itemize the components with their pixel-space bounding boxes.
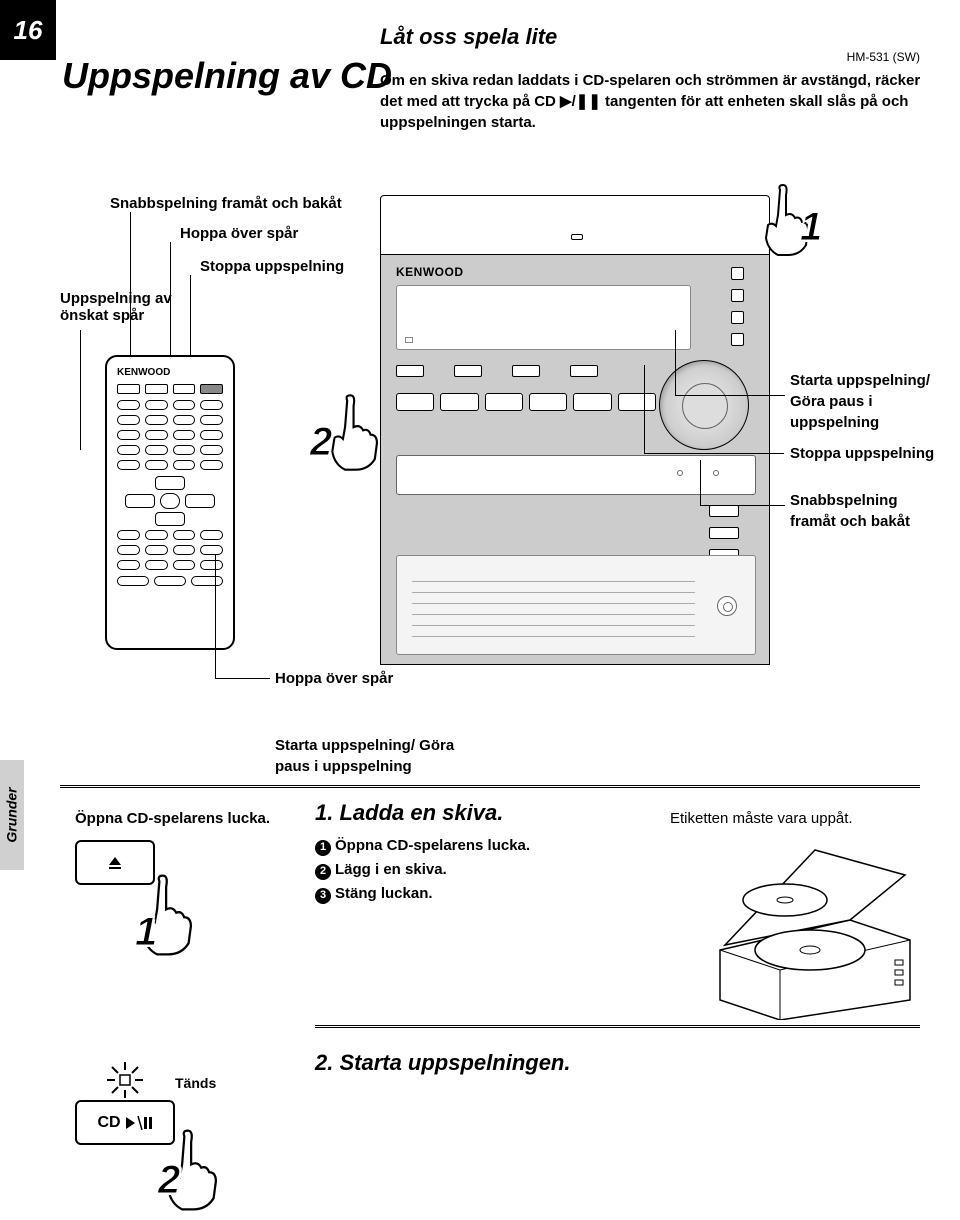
section-title: Låt oss spela lite <box>380 24 557 50</box>
callout-snabb-top: Snabbspelning framåt och bakåt <box>110 195 342 212</box>
play-pause-icon <box>125 1116 153 1130</box>
leader-line <box>675 330 676 395</box>
tands-label: Tänds <box>175 1075 216 1091</box>
leader-line <box>700 505 785 506</box>
stereo-illustration: KENWOOD <box>380 195 770 665</box>
step-2-block: 2. Starta uppspelningen. <box>315 1050 570 1084</box>
leader-line <box>80 330 81 450</box>
main-title: Uppspelning av CD <box>62 55 392 97</box>
section-tab-label: Grunder <box>4 787 20 842</box>
tape-indicator-dots <box>677 470 719 476</box>
leader-line <box>675 395 785 396</box>
intro-text: Om en skiva redan laddats i CD-spelaren … <box>380 70 925 133</box>
cd-tray-illustration <box>700 830 920 1020</box>
callout-starta-bottom: Starta uppspelning/ Göra paus i uppspeln… <box>275 735 455 777</box>
step-2-title: 2. Starta uppspelningen. <box>315 1050 570 1076</box>
separator-line <box>60 785 920 788</box>
right-button-column <box>731 267 744 346</box>
step-1-sub: 1Öppna CD-spelarens lucka. 2Lägg i en sk… <box>315 834 655 906</box>
stereo-body: KENWOOD <box>380 255 770 665</box>
step1-b3: Stäng luckan. <box>335 885 433 902</box>
page-number: 16 <box>14 15 43 46</box>
cd-lid <box>380 195 770 255</box>
callout-stoppa-top: Stoppa uppspelning <box>200 258 344 275</box>
leader-line <box>644 453 784 454</box>
bottom-panel <box>396 555 756 655</box>
eject-icon <box>717 596 737 616</box>
callout-stoppa-right: Stoppa uppspelning <box>790 445 934 462</box>
leader-line <box>700 460 701 505</box>
step-1-title: 1. Ladda en skiva. <box>315 800 655 826</box>
section-tab: Grunder <box>0 760 24 870</box>
leader-line <box>215 678 270 679</box>
step-badge-2: 2 <box>310 420 332 465</box>
manual-page: 16 Uppspelning av CD Låt oss spela lite … <box>0 0 960 1193</box>
cd-label: CD <box>97 1114 120 1132</box>
callout-starta-right: Starta uppspelning/ Göra paus i uppspeln… <box>790 370 930 433</box>
step1-b2: Lägg i en skiva. <box>335 861 447 878</box>
step1-b1: Öppna CD-spelarens lucka. <box>335 837 530 854</box>
oppna-label: Öppna CD-spelarens lucka. <box>75 810 285 827</box>
callout-hoppa-top: Hoppa över spår <box>180 225 298 242</box>
mid-controls <box>396 365 656 411</box>
page-number-box: 16 <box>0 0 56 60</box>
step-1-block: 1. Ladda en skiva. 1Öppna CD-spelarens l… <box>315 800 655 906</box>
display-panel <box>396 285 691 350</box>
callout-hoppa-bottom: Hoppa över spår <box>275 670 393 687</box>
volume-knob <box>659 360 749 450</box>
tape-buttons <box>709 505 739 561</box>
eject-icon <box>106 854 124 872</box>
flash-icon <box>105 1060 145 1100</box>
brand-label: KENWOOD <box>396 265 464 279</box>
leader-line <box>644 365 645 453</box>
leader-line <box>215 555 216 678</box>
callout-snabb-right: Snabbspelning framåt och bakåt <box>790 490 930 532</box>
remote-brand: KENWOOD <box>117 367 223 378</box>
separator-line <box>315 1025 920 1028</box>
step-badge-2b: 2 <box>158 1158 180 1203</box>
step-badge-1: 1 <box>800 205 822 250</box>
etikett-note: Etiketten måste vara uppåt. <box>670 810 853 827</box>
step-badge-1b: 1 <box>135 910 157 955</box>
model-code: HM-531 (SW) <box>847 50 920 64</box>
